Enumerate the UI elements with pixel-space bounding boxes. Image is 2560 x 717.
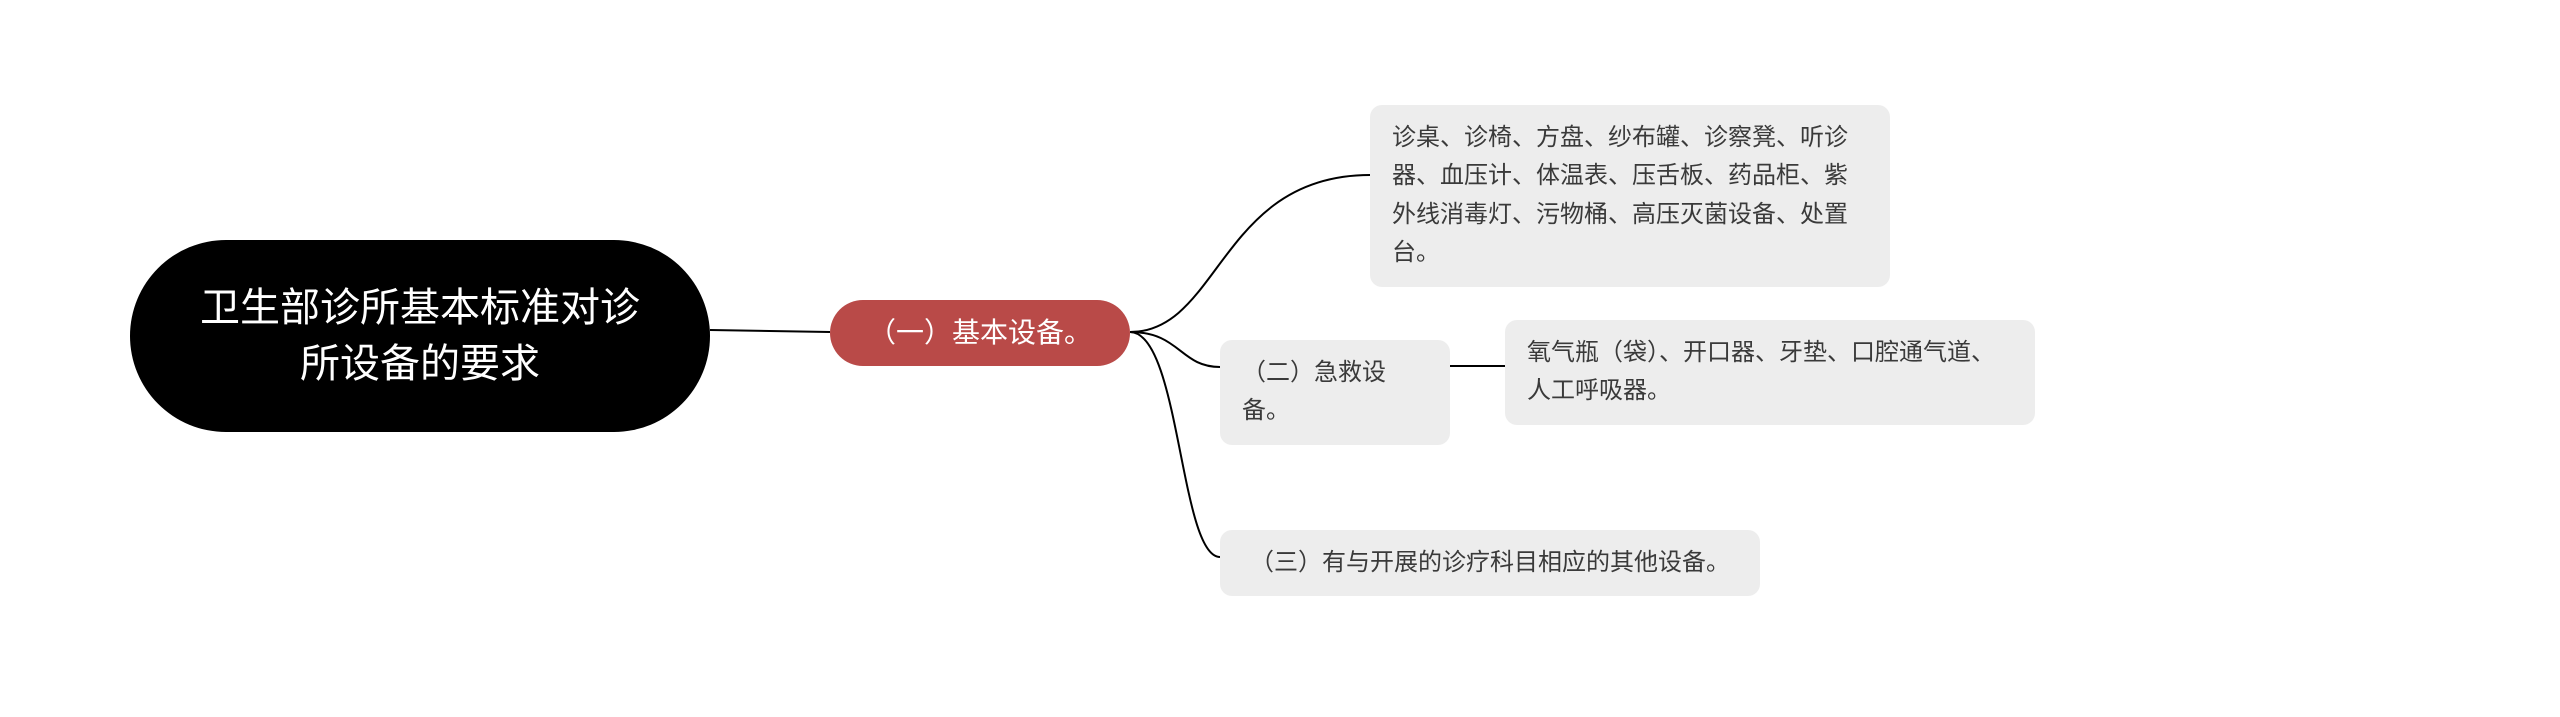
root-label: 卫生部诊所基本标准对诊所设备的要求 [190, 280, 650, 392]
level1-label: （一）基本设备。 [868, 316, 1092, 350]
level1-node[interactable]: （一）基本设备。 [830, 300, 1130, 366]
root-node[interactable]: 卫生部诊所基本标准对诊所设备的要求 [130, 240, 710, 432]
leaf-label-3: （三）有与开展的诊疗科目相应的其他设备。 [1250, 544, 1730, 582]
edge-level1-leaf3 [1130, 332, 1220, 557]
edge-level1-leaf0 [1130, 175, 1370, 332]
edge-level1-leaf1 [1130, 332, 1220, 367]
leaf-label-0: 诊桌、诊椅、方盘、纱布罐、诊察凳、听诊器、血压计、体温表、压舌板、药品柜、紫外线… [1392, 119, 1868, 273]
leaf-node-0[interactable]: 诊桌、诊椅、方盘、纱布罐、诊察凳、听诊器、血压计、体温表、压舌板、药品柜、紫外线… [1370, 105, 1890, 287]
leaf-label-1: （二）急救设备。 [1242, 354, 1428, 431]
mindmap-canvas: 卫生部诊所基本标准对诊所设备的要求 （一）基本设备。 诊桌、诊椅、方盘、纱布罐、… [0, 0, 2560, 717]
leaf-node-3[interactable]: （三）有与开展的诊疗科目相应的其他设备。 [1220, 530, 1760, 596]
leaf-node-2[interactable]: 氧气瓶（袋）、开口器、牙垫、口腔通气道、人工呼吸器。 [1505, 320, 2035, 425]
leaf-node-1[interactable]: （二）急救设备。 [1220, 340, 1450, 445]
edge-root-level1 [710, 330, 830, 332]
leaf-label-2: 氧气瓶（袋）、开口器、牙垫、口腔通气道、人工呼吸器。 [1527, 334, 2013, 411]
